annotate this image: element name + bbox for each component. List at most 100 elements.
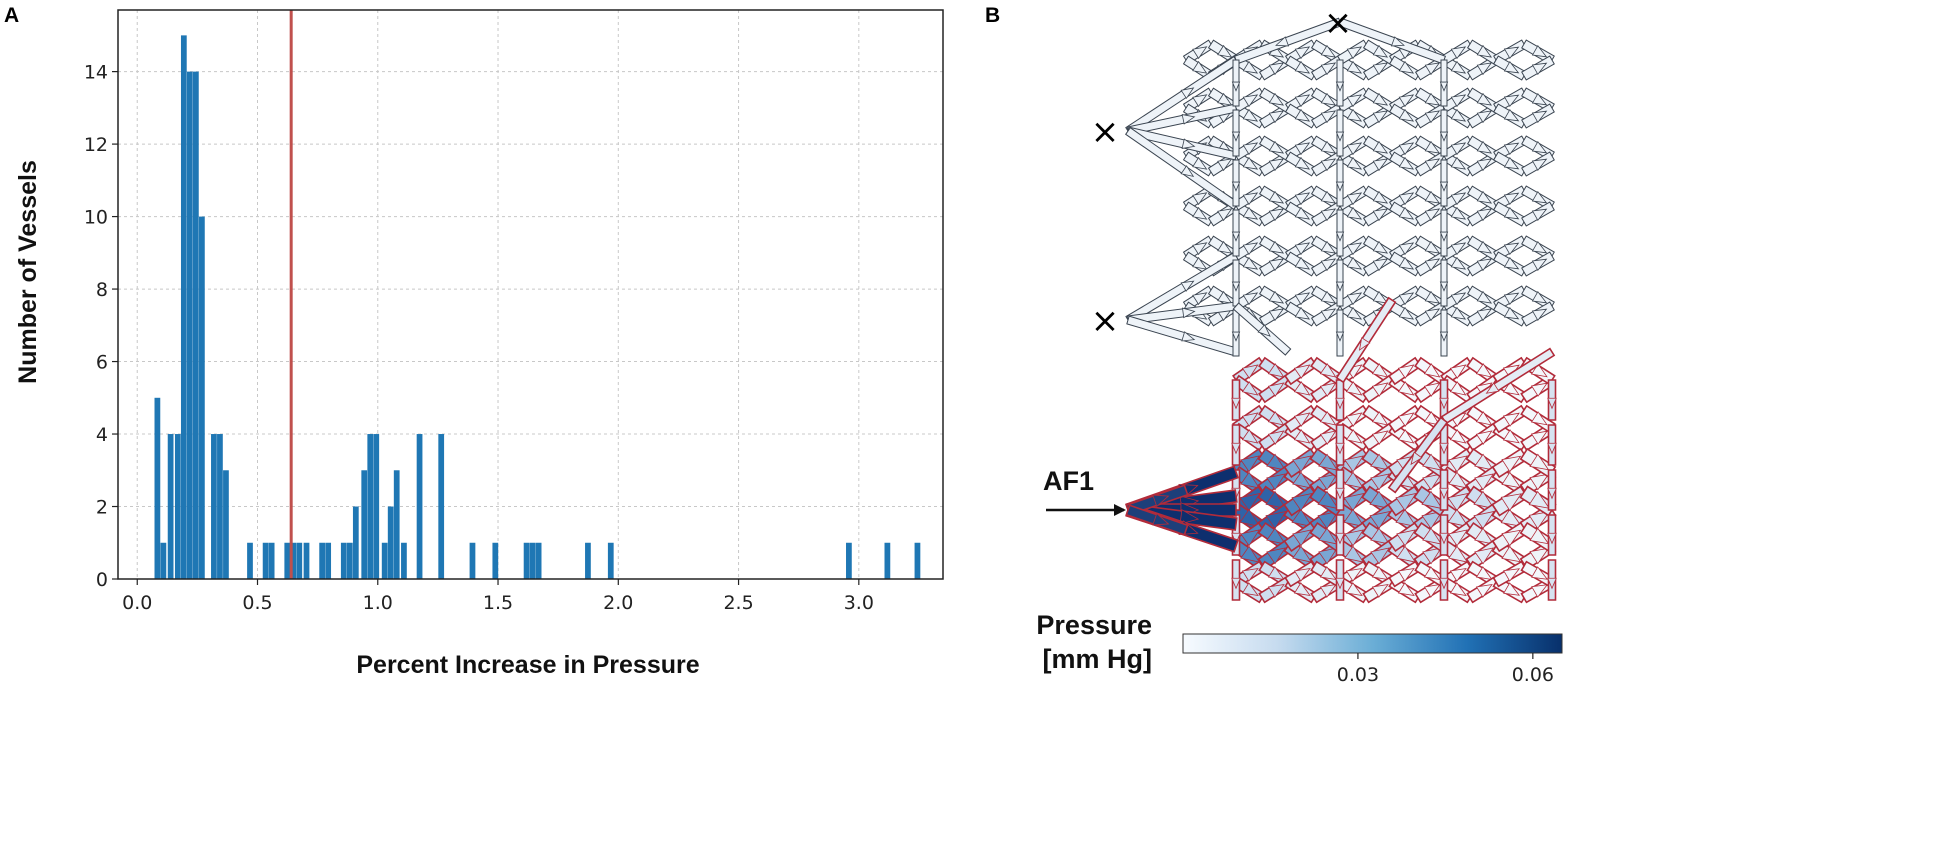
flow-arrow xyxy=(1370,547,1391,565)
flow-arrow xyxy=(1242,94,1259,108)
histogram-bar xyxy=(884,542,891,579)
flow-arrow xyxy=(1503,568,1521,582)
flow-arrow xyxy=(1530,382,1548,397)
flow-arrow xyxy=(1239,508,1261,528)
flow-arrow xyxy=(1320,140,1337,154)
flow-arrow xyxy=(1476,190,1493,204)
flow-arrow xyxy=(1503,94,1520,108)
flow-arrow xyxy=(1424,158,1441,172)
flow-arrow xyxy=(1344,529,1365,547)
flow-arrow xyxy=(1398,256,1415,270)
flow-arrow xyxy=(1240,471,1261,489)
flow-arrow xyxy=(1448,471,1469,489)
flow-arrow xyxy=(1217,290,1233,304)
flow-arrow xyxy=(1242,292,1259,306)
flow-arrow xyxy=(1240,529,1261,547)
flow-arrow xyxy=(1267,430,1285,445)
flow-arrow xyxy=(1474,453,1495,471)
flow-arrow xyxy=(1439,442,1449,455)
flow-arrow xyxy=(1346,108,1363,122)
flow-arrow xyxy=(1449,381,1467,396)
flow-arrow xyxy=(1192,292,1208,306)
flow-arrow xyxy=(1268,110,1285,124)
flow-arrow xyxy=(1318,473,1339,491)
flow-arrow xyxy=(1268,258,1285,272)
flow-arrow xyxy=(1371,566,1389,581)
histogram-bar xyxy=(217,434,223,579)
flow-arrow xyxy=(1231,331,1241,342)
flow-arrow xyxy=(1450,192,1467,206)
flow-arrow xyxy=(1476,44,1493,58)
flow-arrow xyxy=(1319,363,1337,378)
inlet-label: AF1 xyxy=(1043,466,1094,496)
flow-arrow xyxy=(1242,108,1259,122)
histogram-bar xyxy=(160,542,167,579)
histogram-bar xyxy=(192,71,199,580)
flow-arrow xyxy=(1529,473,1550,491)
flow-arrow xyxy=(1344,545,1365,563)
flow-arrow xyxy=(1192,156,1208,170)
x-tick-label: 3.0 xyxy=(844,592,874,614)
flow-arrow xyxy=(1192,46,1208,60)
y-tick-label: 14 xyxy=(84,62,108,84)
x-tick-label: 0.0 xyxy=(122,592,152,614)
flow-arrow xyxy=(1475,411,1493,426)
flow-arrow xyxy=(1531,258,1548,272)
y-axis-ticks: 0 2 4 6 8 10 12 14 xyxy=(84,62,118,591)
flow-arrow xyxy=(1547,577,1557,590)
flow-arrow xyxy=(1180,280,1195,292)
flow-arrow xyxy=(1217,240,1233,254)
flow-arrow xyxy=(1242,256,1259,270)
flow-arrow xyxy=(1319,411,1337,426)
histogram-bar xyxy=(846,542,852,579)
flow-arrow xyxy=(1292,545,1313,563)
y-tick-label: 0 xyxy=(96,569,108,591)
flow-arrow xyxy=(1371,583,1389,598)
flow-arrow xyxy=(1370,527,1391,545)
flow-arrow xyxy=(1370,473,1391,491)
flow-arrow xyxy=(1346,306,1363,320)
histogram-bar xyxy=(186,71,193,580)
flow-arrow xyxy=(1529,453,1550,471)
histogram-bar xyxy=(438,434,445,579)
flow-arrow xyxy=(1398,156,1415,170)
histogram-bar xyxy=(199,216,205,579)
histogram-bars xyxy=(154,35,921,580)
flow-arrow xyxy=(1439,397,1449,410)
flow-arrow xyxy=(1241,412,1259,427)
colorbar-tick-label: 0.06 xyxy=(1512,664,1554,686)
flow-arrow xyxy=(1424,290,1441,304)
histogram-bar xyxy=(319,542,326,579)
flow-arrow xyxy=(1318,527,1339,545)
flow-arrow xyxy=(1345,582,1363,597)
flow-arrow xyxy=(1372,62,1389,76)
flow-arrow xyxy=(1372,140,1389,154)
flow-arrow xyxy=(1217,44,1233,58)
flow-arrow xyxy=(1372,92,1389,106)
histogram-bar xyxy=(180,35,187,579)
flow-arrow xyxy=(1423,583,1441,598)
y-tick-label: 10 xyxy=(84,207,108,229)
flow-arrow xyxy=(1294,46,1311,60)
flow-arrow xyxy=(1421,490,1443,510)
histogram-bar xyxy=(367,434,374,579)
panel-a-label: A xyxy=(4,4,19,27)
flow-arrow xyxy=(1335,577,1345,590)
flow-arrow xyxy=(1372,158,1389,172)
flow-arrow xyxy=(1192,206,1208,220)
flow-arrow xyxy=(1397,567,1415,582)
histogram-bar xyxy=(346,542,353,579)
flow-arrow xyxy=(1398,306,1415,320)
flow-arrow xyxy=(1320,208,1337,222)
flow-arrow xyxy=(1266,473,1287,491)
occlusion-marker: × xyxy=(1324,3,1353,43)
flow-arrow xyxy=(1335,81,1345,92)
vessel-segment xyxy=(1126,315,1238,357)
flow-arrow xyxy=(1424,190,1441,204)
flow-arrow xyxy=(1294,192,1311,206)
flow-arrow xyxy=(1476,308,1493,322)
histogram-bar xyxy=(416,434,423,579)
flow-arrow xyxy=(1242,192,1259,206)
flow-arrow xyxy=(1291,492,1313,512)
flow-arrow xyxy=(1450,292,1467,306)
